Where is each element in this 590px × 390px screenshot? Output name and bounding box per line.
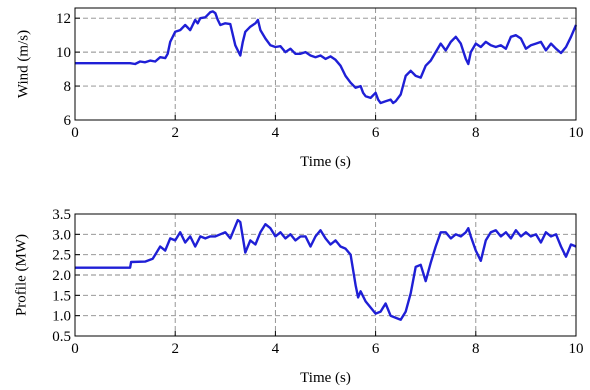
profile-series-line: [75, 218, 577, 321]
wind-y-axis-label: Wind (m/s): [15, 30, 31, 98]
wind-grid: [75, 8, 576, 120]
profile-x-tick-label: 4: [272, 341, 280, 357]
wind-y-tick-label: 8: [64, 79, 72, 95]
wind-y-tick-label: 6: [64, 113, 72, 129]
wind-y-tick-label: 12: [56, 11, 71, 27]
profile-y-tick-label: 1.5: [52, 288, 71, 304]
profile-grid: [75, 214, 576, 336]
wind-x-tick-label: 4: [272, 125, 280, 141]
profile-x-ticks: 0 2 4 6 8 10: [71, 331, 584, 357]
profile-y-tick-label: 2.0: [52, 268, 71, 284]
profile-x-tick-label: 6: [372, 341, 380, 357]
profile-y-tick-label: 2.5: [52, 248, 71, 264]
wind-chart: 0 2 4 6 8 10 6 8 10 12 Time (s) Wind (m/s): [15, 7, 584, 170]
wind-y-ticks: 6 8 10 12: [56, 11, 80, 129]
profile-x-tick-label: 10: [569, 341, 584, 357]
profile-x-axis-label: Time (s): [300, 370, 351, 386]
wind-x-tick-label: 2: [171, 125, 179, 141]
wind-x-tick-label: 6: [372, 125, 380, 141]
profile-x-tick-label: 0: [71, 341, 79, 357]
wind-x-tick-label: 10: [569, 125, 584, 141]
profile-y-axis-label: Profile (MW): [13, 234, 29, 316]
profile-x-tick-label: 8: [472, 341, 480, 357]
profile-y-tick-label: 0.5: [52, 329, 71, 345]
wind-x-axis-label: Time (s): [300, 154, 351, 170]
profile-x-tick-label: 2: [171, 341, 179, 357]
wind-x-tick-label: 0: [71, 125, 79, 141]
wind-x-tick-label: 8: [472, 125, 480, 141]
profile-y-ticks: 0.5 1.0 1.5 2.0 2.5 3.0 3.5: [52, 207, 80, 345]
profile-chart: 0 2 4 6 8 10 0.5 1.0 1.5 2.0 2.5 3.0 3.5 Time (s) P…: [13, 207, 583, 386]
profile-y-tick-label: 3.0: [52, 227, 71, 243]
wind-plot-frame: [74, 7, 577, 121]
profile-y-tick-label: 3.5: [52, 207, 71, 223]
wind-x-ticks: 0 2 4 6 8 10: [71, 115, 584, 141]
profile-y-tick-label: 1.0: [52, 309, 71, 325]
profile-plot-frame: [74, 213, 577, 337]
wind-y-tick-label: 10: [56, 45, 71, 61]
wind-series-line: [75, 10, 578, 105]
